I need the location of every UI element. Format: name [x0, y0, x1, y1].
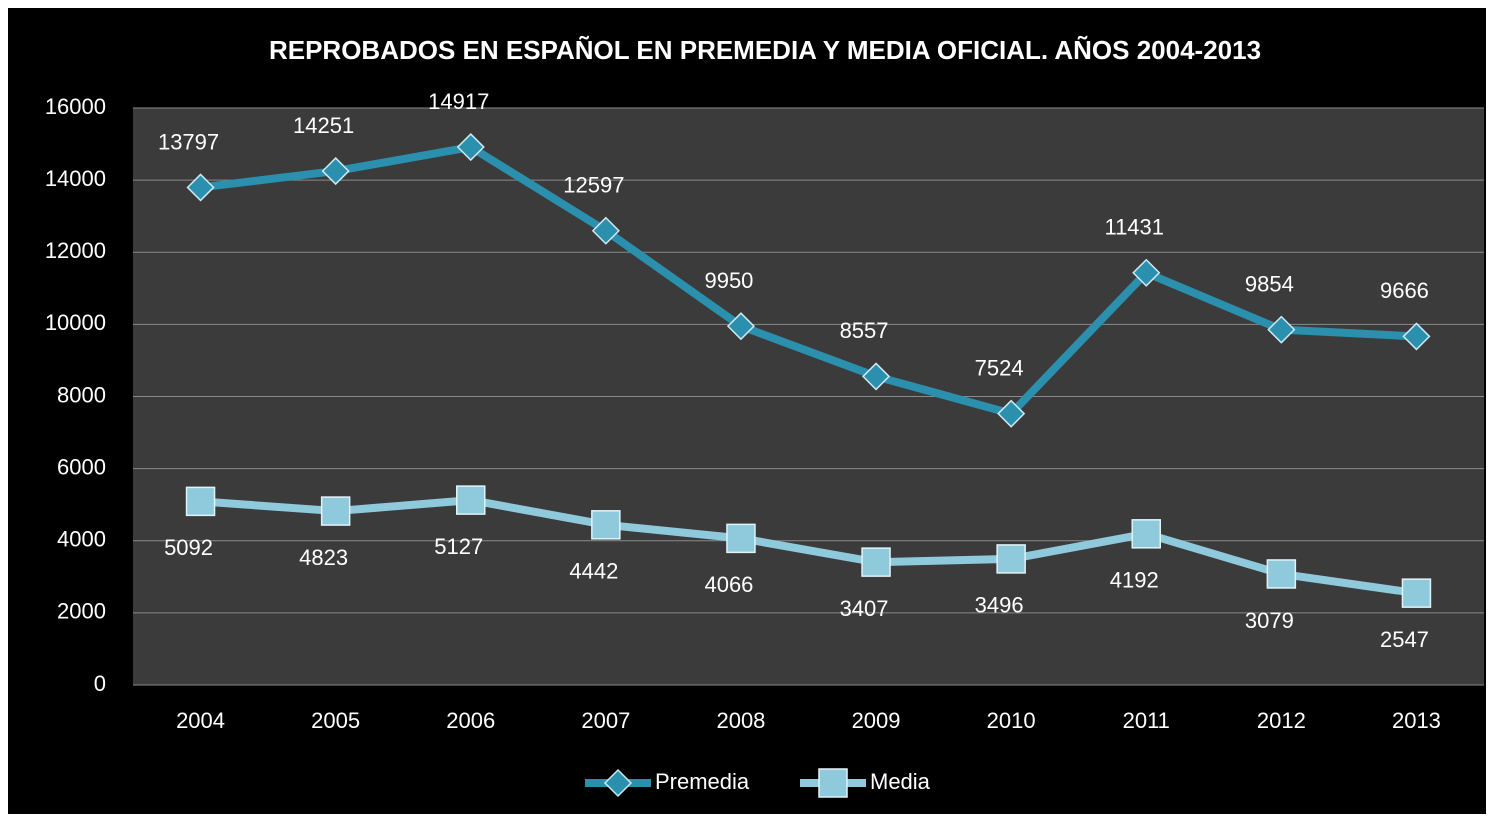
y-tick-label: 12000 [45, 238, 106, 263]
data-label: 4192 [1110, 568, 1159, 593]
data-label: 4823 [299, 545, 348, 570]
marker [861, 362, 891, 391]
marker [1266, 559, 1297, 589]
y-tick-label: 14000 [45, 166, 106, 191]
data-label: 3496 [975, 593, 1024, 618]
data-label: 9950 [704, 268, 753, 293]
marker [1131, 519, 1161, 549]
marker [1402, 322, 1431, 351]
x-tick-label: 2011 [1123, 708, 1170, 733]
x-tick-label: 2006 [446, 708, 495, 733]
data-label: 13797 [158, 129, 219, 154]
data-label: 14917 [428, 89, 489, 114]
x-tick-label: 2012 [1257, 708, 1306, 733]
x-tick-label: 2007 [581, 708, 630, 733]
data-label: 4066 [704, 572, 753, 597]
marker [996, 544, 1026, 574]
data-label: 4442 [569, 559, 618, 584]
y-tick-label: 8000 [57, 382, 106, 407]
y-tick-label: 0 [94, 671, 106, 696]
marker [185, 486, 216, 517]
marker [1132, 258, 1161, 287]
marker [726, 523, 756, 554]
y-tick-label: 10000 [45, 310, 106, 335]
marker [997, 399, 1026, 428]
x-tick-label: 2009 [852, 708, 901, 733]
legend-label: Premedia [655, 769, 750, 794]
data-label: 9854 [1245, 271, 1294, 296]
data-label: 8557 [840, 318, 889, 343]
data-label: 3407 [840, 596, 889, 621]
marker [1401, 578, 1432, 608]
marker [591, 510, 621, 540]
data-label: 9666 [1380, 278, 1429, 303]
y-tick-label: 16000 [45, 94, 106, 119]
marker [591, 216, 620, 245]
marker [186, 173, 215, 202]
marker [818, 768, 848, 798]
marker [456, 485, 486, 515]
data-label: 3079 [1245, 608, 1294, 633]
series-line [200, 496, 1418, 598]
y-tick-label: 4000 [57, 527, 106, 552]
legend-label: Media [870, 769, 931, 794]
marker [321, 157, 350, 186]
x-tick-label: 2010 [987, 708, 1036, 733]
marker [456, 132, 485, 162]
data-label: 14251 [293, 113, 354, 138]
x-tick-label: 2008 [716, 708, 765, 733]
series-line [200, 143, 1417, 418]
marker [726, 312, 756, 341]
chart-title: REPROBADOS EN ESPAÑOL EN PREMEDIA Y MEDI… [269, 35, 1261, 65]
marker [603, 768, 633, 798]
y-tick-label: 6000 [57, 454, 106, 479]
x-tick-label: 2005 [311, 708, 360, 733]
data-label: 2547 [1380, 627, 1429, 652]
data-label: 5092 [164, 535, 213, 560]
marker [861, 547, 891, 577]
data-label: 12597 [563, 173, 624, 198]
x-tick-label: 2004 [176, 708, 225, 733]
y-tick-label: 2000 [57, 599, 106, 624]
marker [320, 496, 351, 526]
marker [1267, 315, 1296, 344]
data-label: 5127 [434, 534, 483, 559]
data-label: 11431 [1104, 215, 1164, 240]
data-label: 7524 [975, 355, 1024, 380]
x-tick-label: 2013 [1392, 708, 1441, 733]
